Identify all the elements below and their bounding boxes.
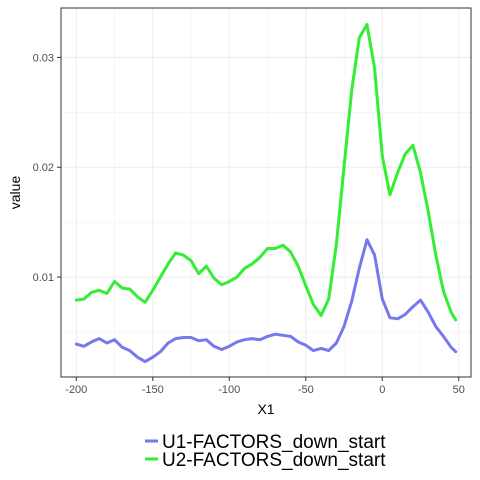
x-tick-label: 50 bbox=[453, 384, 465, 396]
x-tick-label: 0 bbox=[379, 384, 385, 396]
x-tick-label: -100 bbox=[218, 384, 240, 396]
plot-panel bbox=[61, 8, 471, 377]
x-tick-label: -150 bbox=[142, 384, 164, 396]
x-tick-label: -50 bbox=[298, 384, 314, 396]
x-axis-title: X1 bbox=[257, 401, 274, 417]
y-tick-label: 0.02 bbox=[33, 162, 54, 174]
x-tick-label: -200 bbox=[65, 384, 87, 396]
y-tick-label: 0.01 bbox=[33, 272, 54, 284]
y-axis-title: value bbox=[7, 176, 23, 210]
y-tick-label: 0.03 bbox=[33, 52, 54, 64]
legend: U1-FACTORS_down_startU2-FACTORS_down_sta… bbox=[145, 432, 386, 471]
legend-label-2: U2-FACTORS_down_start bbox=[162, 450, 386, 471]
